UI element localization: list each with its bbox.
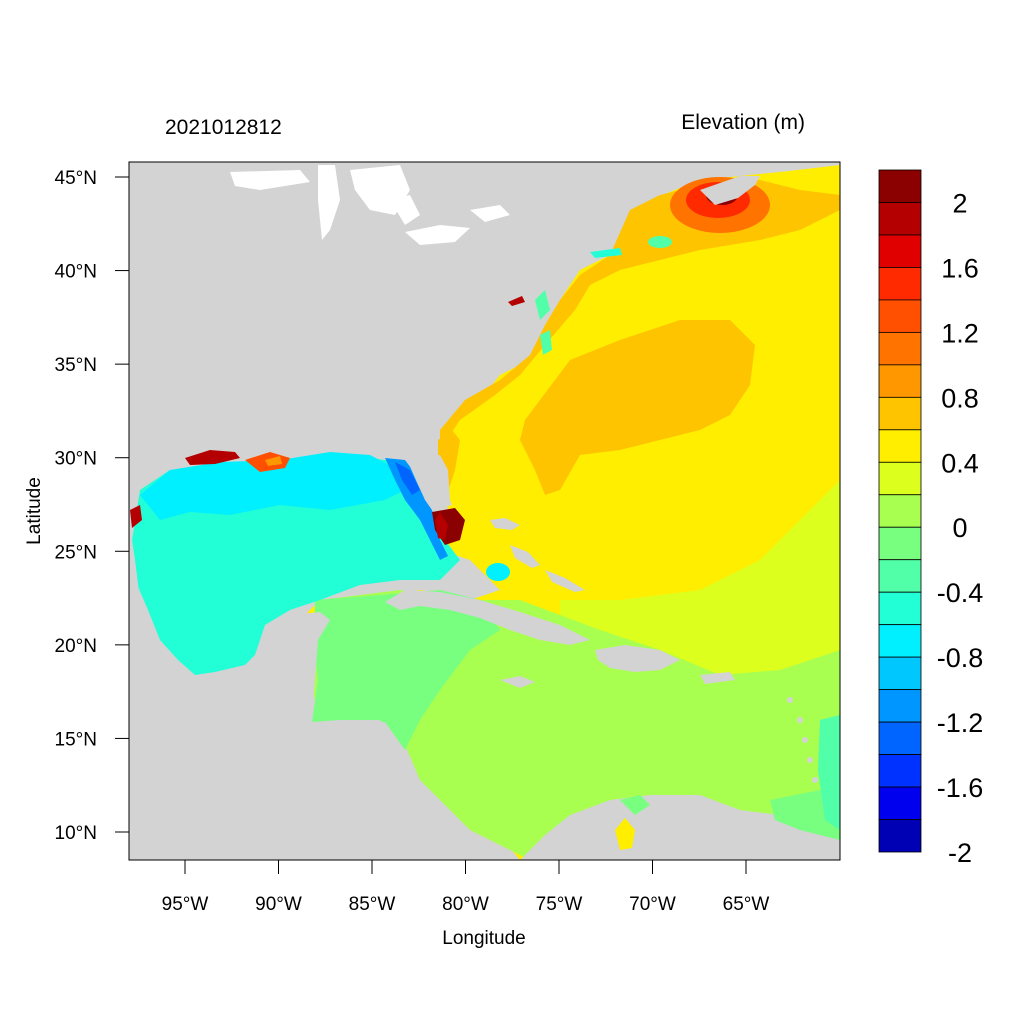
cuba xyxy=(385,590,590,645)
colorbar-label: 2 xyxy=(952,188,967,218)
central-america xyxy=(129,720,440,860)
colorbar-swatch xyxy=(878,234,922,268)
lat-tick-label: 40°N xyxy=(55,262,97,283)
colorbar-label: -0.8 xyxy=(937,643,984,673)
colorbar-label: -2 xyxy=(948,838,972,868)
great-lakes xyxy=(230,165,510,245)
colorbar-swatch xyxy=(878,364,922,398)
longitude-axis: 95°W 90°W 85°W 80°W 75°W 70°W 65°W xyxy=(162,860,770,915)
colorbar-swatch xyxy=(878,169,922,203)
colorbar-label: -0.4 xyxy=(937,578,984,608)
ne-coast-orange xyxy=(440,180,840,500)
mexico-land xyxy=(129,520,255,728)
colorbar-label: 1.6 xyxy=(941,253,979,283)
lat-tick-label: 25°N xyxy=(55,542,97,563)
colorbar-label: 1.2 xyxy=(941,318,979,348)
yucatan xyxy=(250,612,330,730)
colorbar-swatch xyxy=(878,202,922,236)
lat-tick-label: 45°N xyxy=(55,168,97,189)
colorbar-swatch xyxy=(878,526,922,561)
map-area xyxy=(129,162,840,860)
colorbar-swatch xyxy=(878,331,922,366)
lat-tick-label: 30°N xyxy=(55,449,97,470)
plot-frame xyxy=(128,161,841,861)
florida-land xyxy=(405,455,452,510)
colorbar-swatch xyxy=(878,786,922,820)
colorbar-swatch xyxy=(878,429,922,463)
colorbar-swatch xyxy=(878,624,922,658)
colorbar-swatch xyxy=(878,559,922,593)
south-america xyxy=(520,795,840,860)
bahamas-bank xyxy=(486,563,510,581)
lat-tick-label: 10°N xyxy=(55,823,97,844)
colorbar-label: -1.2 xyxy=(937,708,984,738)
western-caribbean xyxy=(312,590,500,750)
lon-tick-label: 75°W xyxy=(536,894,583,915)
x-axis-title: Longitude xyxy=(442,928,525,949)
hispaniola xyxy=(595,645,680,672)
florida-west-low xyxy=(385,458,448,560)
lon-tick-label: 90°W xyxy=(255,894,302,915)
colorbar-swatch xyxy=(878,656,922,691)
jamaica xyxy=(500,676,535,688)
latitude-axis: 45°N 40°N 35°N 30°N 25°N 20°N 15°N 10°N xyxy=(55,168,129,844)
colorbar-swatch xyxy=(878,299,922,333)
lon-tick-label: 95°W xyxy=(162,894,209,915)
lat-tick-label: 15°N xyxy=(55,729,97,750)
atlantic-lime-band xyxy=(560,480,840,675)
colorbar-swatch xyxy=(878,267,922,301)
lat-tick-label: 35°N xyxy=(55,355,97,376)
timestamp-label: 2021012812 xyxy=(165,116,282,139)
colorbar-swatch xyxy=(878,591,922,626)
colorbar-swatch xyxy=(878,461,922,496)
gulfstream-orange xyxy=(520,320,755,495)
colorbar-label: 0 xyxy=(952,513,967,543)
lon-tick-label: 80°W xyxy=(442,894,489,915)
colorbar-swatch xyxy=(878,494,922,528)
lon-tick-label: 85°W xyxy=(349,894,396,915)
colorbar-label: 0.4 xyxy=(941,448,979,478)
colorbar-swatch xyxy=(878,396,922,431)
colorbar-swatch xyxy=(878,689,922,723)
lat-tick-label: 20°N xyxy=(55,636,97,657)
colorbar-swatch xyxy=(878,721,922,755)
y-axis-title: Latitude xyxy=(24,477,45,545)
colorbar-label: -1.6 xyxy=(937,773,984,803)
variable-title: Elevation (m) xyxy=(681,111,805,134)
lake-maracaibo xyxy=(615,818,635,850)
colorbar-label: 0.8 xyxy=(941,383,979,413)
colorbar: 2 1.6 1.2 0.8 0.4 0 -0.4 -0.8 -1.2 -1.6 -2 xyxy=(878,169,984,868)
northern-gulf-band xyxy=(140,452,405,520)
colorbar-swatch xyxy=(878,819,922,853)
lon-tick-label: 70°W xyxy=(629,894,676,915)
colorbar-swatch xyxy=(878,754,922,788)
lon-tick-label: 65°W xyxy=(723,894,770,915)
